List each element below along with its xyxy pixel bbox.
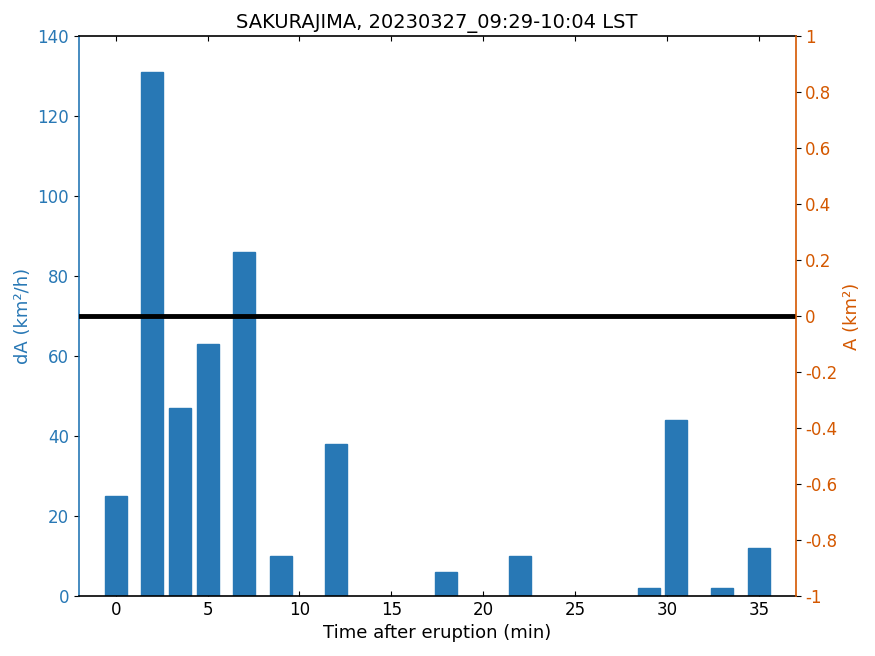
Bar [638, 588, 660, 596]
Y-axis label: dA (km²/h): dA (km²/h) [14, 268, 31, 364]
Bar [326, 444, 347, 596]
Bar [270, 556, 292, 596]
Bar [436, 572, 458, 596]
Title: SAKURAJIMA, 20230327_09:29-10:04 LST: SAKURAJIMA, 20230327_09:29-10:04 LST [236, 14, 638, 33]
Bar [169, 408, 191, 596]
Y-axis label: A (km²): A (km²) [844, 282, 861, 350]
Bar [509, 556, 531, 596]
Bar [711, 588, 733, 596]
Bar [748, 548, 770, 596]
Bar [142, 72, 164, 596]
Bar [197, 344, 219, 596]
X-axis label: Time after eruption (min): Time after eruption (min) [323, 624, 551, 642]
Bar [234, 252, 255, 596]
Bar [105, 496, 127, 596]
Bar [665, 420, 687, 596]
